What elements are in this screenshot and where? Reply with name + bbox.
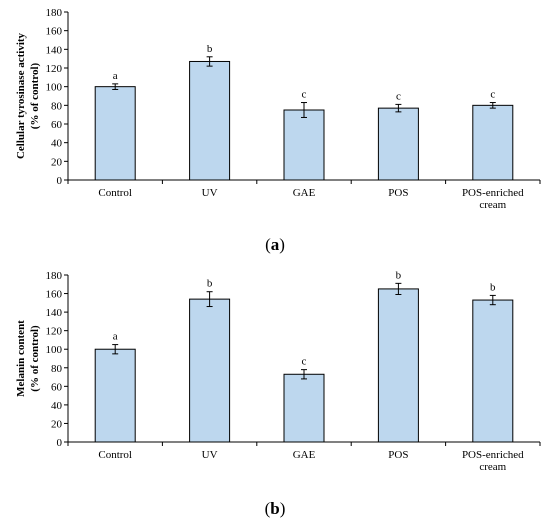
bar-a-0 [94, 86, 136, 181]
category-label-a-3: POS [388, 187, 408, 199]
significance-label-a-2: c [302, 89, 307, 101]
significance-label-a-0: a [113, 70, 118, 82]
y-tick-label-a: 40 [51, 138, 63, 150]
y-tick-label-b: 180 [46, 270, 63, 282]
bar-a-4 [472, 104, 514, 181]
y-tick-label-b: 20 [51, 418, 63, 430]
y-tick-label-b: 80 [51, 363, 63, 375]
category-label-b-3: POS [388, 449, 408, 461]
significance-label-b-4: b [490, 281, 496, 293]
category-label-b-4: POS-enriched cream [462, 449, 524, 473]
y-tick-label-b: 0 [57, 437, 63, 449]
y-tick-label-a: 120 [46, 63, 63, 75]
y-tick-label-a: 160 [46, 26, 63, 38]
y-tick-label-b: 40 [51, 400, 63, 412]
y-tick-label-b: 120 [46, 326, 63, 338]
y-tick-label-a: 20 [51, 156, 63, 168]
category-label-a-4: POS-enriched cream [462, 187, 524, 211]
category-label-b-1: UV [202, 449, 218, 461]
panel-label-a: (a) [265, 235, 285, 254]
y-tick-label-a: 100 [46, 82, 63, 94]
bar-b-2 [283, 373, 325, 443]
significance-label-b-3: b [396, 269, 402, 281]
significance-label-a-3: c [396, 90, 401, 102]
y-tick-label-a: 80 [51, 100, 63, 112]
category-label-a-1: UV [202, 187, 218, 199]
bar-b-3 [377, 288, 419, 443]
y-tick-label-b: 140 [46, 307, 63, 319]
bar-b-0 [94, 348, 136, 443]
category-label-b-0: Control [98, 449, 132, 461]
panel-label-b: (b) [265, 499, 286, 518]
category-label-a-2: GAE [293, 187, 316, 199]
category-label-b-2: GAE [293, 449, 316, 461]
y-tick-label-a: 180 [46, 7, 63, 19]
y-axis-title-a: Cellular tyrosinase activity (% of contro… [15, 32, 41, 159]
significance-label-b-2: c [302, 356, 307, 368]
bar-a-1 [189, 60, 231, 181]
bar-b-1 [189, 298, 231, 443]
bar-a-3 [377, 107, 419, 181]
category-label-a-0: Control [98, 187, 132, 199]
significance-label-a-1: b [207, 43, 213, 55]
chart-panel-b: (b) 0 20 40 60 80 100 120 140 160 180 Melanin cont… [15, 269, 541, 518]
bar-a-2 [283, 109, 325, 181]
chart-panel-a: (a) 0 20 40 60 80 100 120 140 160 180 Cellular tyr… [15, 7, 541, 254]
bar-b-4 [472, 299, 514, 443]
y-tick-label-a: 60 [51, 119, 63, 131]
y-tick-label-a: 0 [57, 175, 63, 187]
y-tick-label-b: 60 [51, 381, 63, 393]
y-tick-label-b: 100 [46, 344, 63, 356]
y-tick-label-b: 160 [46, 289, 63, 301]
y-axis-title-b: Melanin content (% of control) [15, 320, 41, 397]
significance-label-b-0: a [113, 331, 118, 343]
significance-label-a-4: c [490, 89, 495, 101]
y-tick-label-a: 140 [46, 44, 63, 56]
significance-label-b-1: b [207, 278, 213, 290]
